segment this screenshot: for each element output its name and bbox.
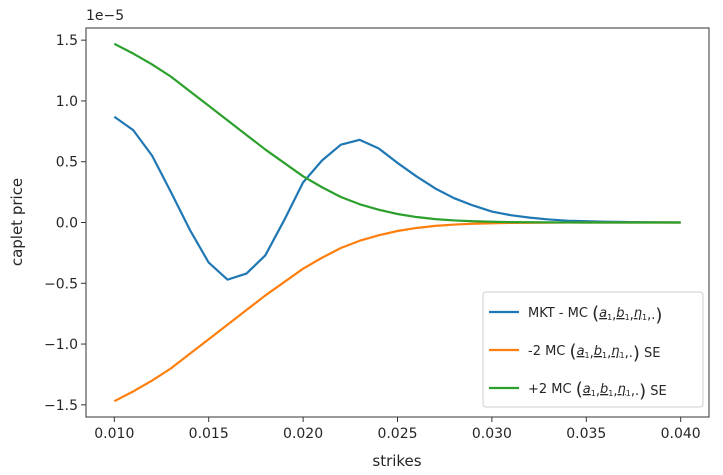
x-tick-label: 0.015 (189, 426, 229, 442)
y-axis-ticks: −1.5 −1.0 −0.5 0.0 0.5 1.0 1.5 (44, 33, 86, 414)
mkt-minus-mc-line (113, 115, 681, 281)
x-tick-label: 0.010 (94, 426, 134, 442)
x-tick-label: 0.040 (661, 426, 701, 442)
x-axis-label: strikes (372, 452, 421, 470)
y-axis-offset-text: 1e−5 (86, 8, 124, 24)
legend-label: -2 MC (a1,b1,η1,.) SE (528, 341, 661, 364)
x-axis-ticks: 0.010 0.015 0.020 0.025 0.030 0.035 0.040 (94, 417, 701, 442)
x-tick-label: 0.020 (283, 426, 323, 442)
y-tick-label: 1.0 (56, 94, 78, 110)
legend: MKT - MC (a1,b1,η1,.) -2 MC (a1,b1,η1,.) … (482, 291, 704, 408)
y-tick-label: 1.5 (56, 33, 78, 49)
legend-label: +2 MC (a1,b1,η1,.) SE (528, 379, 667, 402)
series-layer (113, 42, 681, 403)
y-tick-label: 0.5 (56, 155, 78, 171)
x-tick-label: 0.030 (472, 426, 512, 442)
legend-entry-minus-2-mc-se: -2 MC (a1,b1,η1,.) SE (489, 341, 661, 364)
y-tick-label: 0.0 (56, 216, 78, 232)
legend-entry-mkt-minus-mc: MKT - MC (a1,b1,η1,.) (489, 303, 662, 326)
x-tick-label: 0.035 (566, 426, 606, 442)
legend-label: MKT - MC (a1,b1,η1,.) (528, 303, 662, 326)
y-tick-label: −0.5 (44, 276, 78, 292)
plus-2-mc-se-line (113, 42, 681, 224)
y-axis-label: caplet price (8, 178, 26, 266)
y-tick-label: −1.0 (44, 337, 78, 353)
x-tick-label: 0.025 (377, 426, 417, 442)
legend-frame (482, 291, 704, 408)
y-tick-label: −1.5 (44, 398, 78, 414)
legend-entry-plus-2-mc-se: +2 MC (a1,b1,η1,.) SE (489, 379, 667, 402)
